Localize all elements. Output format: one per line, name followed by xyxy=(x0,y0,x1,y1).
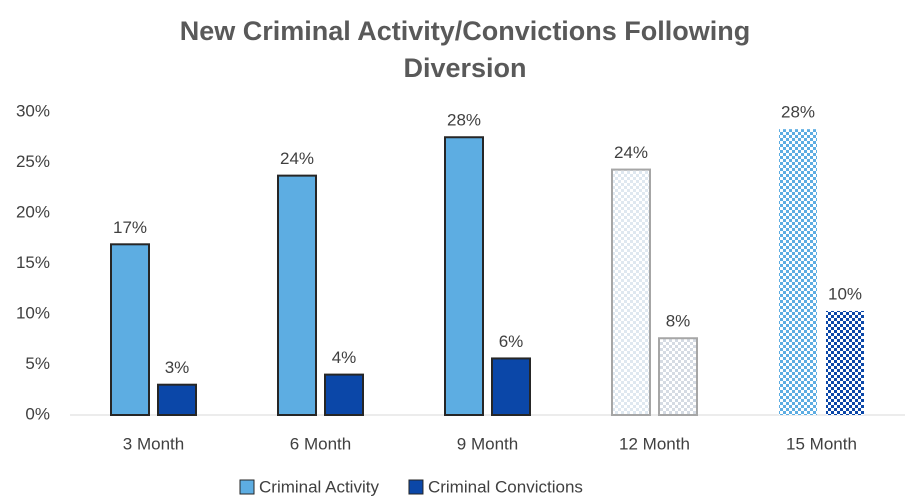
legend-swatch xyxy=(408,479,424,495)
x-tick-label: 6 Month xyxy=(290,434,351,453)
bar xyxy=(611,168,651,416)
legend-swatch xyxy=(239,479,255,495)
bar xyxy=(110,243,150,416)
bar xyxy=(324,373,364,417)
bar xyxy=(491,357,531,417)
x-tick-label: 9 Month xyxy=(457,434,518,453)
value-label: 28% xyxy=(781,103,815,122)
y-tick-label: 30% xyxy=(16,101,50,120)
bar xyxy=(779,129,817,416)
bar xyxy=(658,337,698,416)
bar xyxy=(277,174,317,416)
y-tick-label: 10% xyxy=(16,303,50,322)
value-label: 24% xyxy=(280,149,314,168)
value-label: 6% xyxy=(499,332,524,351)
x-tick-label: 3 Month xyxy=(123,434,184,453)
value-label: 3% xyxy=(165,358,190,377)
value-label: 8% xyxy=(666,312,691,331)
chart-title: Diversion xyxy=(403,53,526,83)
value-label: 4% xyxy=(332,348,357,367)
bar xyxy=(826,310,864,415)
y-tick-label: 15% xyxy=(16,253,50,272)
value-label: 28% xyxy=(447,111,481,130)
bar xyxy=(444,136,484,416)
value-label: 17% xyxy=(113,218,147,237)
legend-label: Criminal Convictions xyxy=(428,477,583,496)
y-tick-label: 0% xyxy=(25,404,50,423)
y-tick-label: 20% xyxy=(16,202,50,221)
value-label: 24% xyxy=(614,143,648,162)
chart-title: New Criminal Activity/Convictions Follow… xyxy=(180,16,751,46)
bar xyxy=(157,383,197,417)
y-tick-label: 25% xyxy=(16,152,50,171)
y-tick-label: 5% xyxy=(25,354,50,373)
legend-label: Criminal Activity xyxy=(259,477,379,496)
value-label: 10% xyxy=(828,284,862,303)
x-tick-label: 15 Month xyxy=(786,434,857,453)
x-tick-label: 12 Month xyxy=(619,434,690,453)
